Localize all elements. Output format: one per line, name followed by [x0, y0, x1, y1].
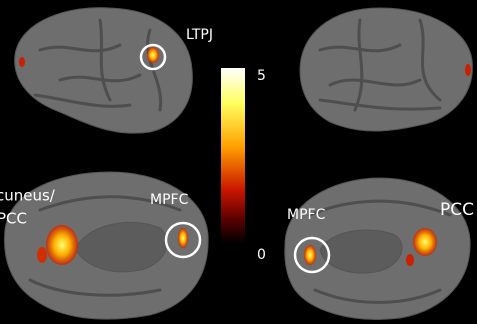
colorbar-tick-label: 0 — [257, 247, 266, 263]
figure: 5 0 LTPJ MPFC cuneus/ PCC MPFC PCC — [0, 0, 477, 324]
region-label: MPFC — [150, 192, 189, 208]
colorbar — [221, 68, 245, 243]
region-label: LTPJ — [186, 27, 213, 43]
colorbar-tick-label: 5 — [257, 68, 266, 84]
region-label: PCC — [440, 200, 474, 220]
region-label: MPFC — [287, 207, 326, 223]
region-label: cuneus/ — [0, 187, 56, 205]
brain-right-lateral — [300, 8, 472, 131]
region-label: PCC — [0, 210, 27, 228]
